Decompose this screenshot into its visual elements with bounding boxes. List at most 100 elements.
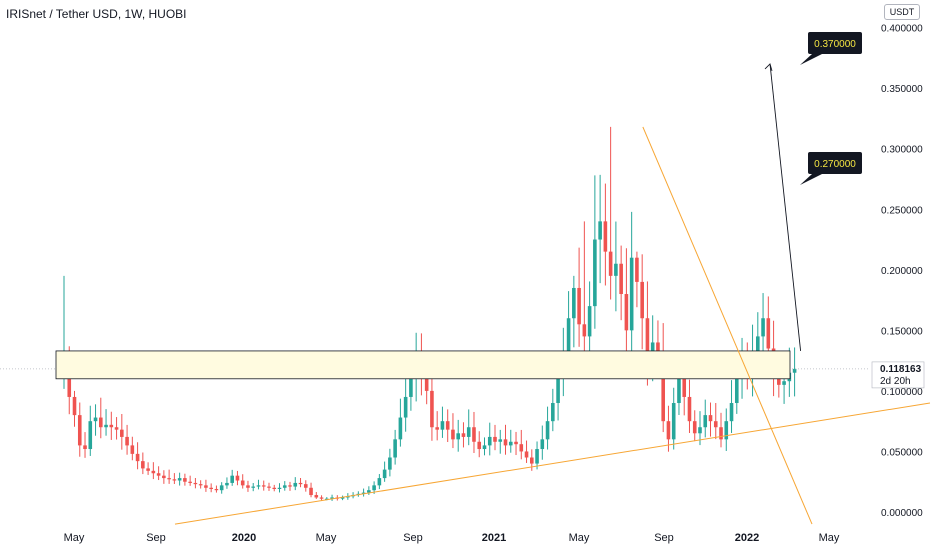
candle <box>493 424 497 451</box>
candle-body <box>151 470 156 474</box>
candle-body <box>624 294 629 331</box>
price-tick-label: 0.000000 <box>881 508 923 519</box>
countdown-value: 2d 20h <box>880 376 911 387</box>
candle <box>209 483 213 493</box>
candle <box>361 488 366 497</box>
candle <box>151 462 156 480</box>
time-tick-label: 2021 <box>482 532 506 544</box>
candle <box>125 424 129 455</box>
callout-box <box>808 32 862 54</box>
candle <box>551 388 555 432</box>
candle <box>314 491 319 499</box>
candle-body <box>325 498 329 500</box>
candle <box>503 424 508 455</box>
candle-body <box>282 485 287 488</box>
candle-body <box>756 336 760 355</box>
candle <box>608 126 613 300</box>
candle <box>261 480 266 491</box>
candle-body <box>156 473 161 476</box>
candle-body <box>251 486 256 488</box>
candle-body <box>445 421 450 430</box>
time-tick-label: 2022 <box>735 532 759 544</box>
candle-body <box>524 451 529 458</box>
candle-body <box>545 421 550 440</box>
candle-body <box>409 378 413 397</box>
current-price-value: 0.118163 <box>880 364 922 375</box>
candle <box>172 473 177 484</box>
candle <box>330 494 334 501</box>
candle <box>72 390 77 427</box>
candle-body <box>535 449 539 464</box>
candle-body <box>340 497 345 499</box>
candle-body <box>635 257 639 282</box>
candle-body <box>451 429 455 440</box>
candle <box>98 397 103 439</box>
candle-body <box>98 417 103 428</box>
candle-body <box>477 441 482 450</box>
candle-body <box>319 497 324 499</box>
candle-body <box>713 421 718 428</box>
price-tick-label: 0.250000 <box>881 205 923 216</box>
price-tick-label: 0.150000 <box>881 326 923 337</box>
candle <box>141 452 145 475</box>
candle-body <box>472 427 476 442</box>
candle-body <box>193 482 198 485</box>
time-tick-label: May <box>316 532 337 544</box>
candle <box>729 380 734 433</box>
time-tick-label: 2020 <box>232 532 256 544</box>
callout-label: 0.370000 <box>814 39 856 50</box>
currency-unit-badge[interactable]: USDT <box>884 4 920 20</box>
candle <box>629 211 634 356</box>
candle-body <box>482 445 487 450</box>
candle <box>130 436 135 461</box>
candle-body <box>225 482 229 486</box>
candle <box>214 485 219 493</box>
candle-body <box>398 417 403 440</box>
candle <box>529 449 534 471</box>
candle-body <box>677 378 681 404</box>
candle-body <box>682 378 687 397</box>
candle-body <box>708 415 713 422</box>
candle <box>120 414 124 450</box>
candle <box>713 403 718 440</box>
candle <box>640 254 644 350</box>
time-tick-label: May <box>569 532 590 544</box>
candle-body <box>88 421 93 450</box>
candlestick-series <box>62 126 797 501</box>
candle-body <box>566 318 571 355</box>
candle <box>109 411 114 440</box>
candle-body <box>514 441 518 445</box>
candle-body <box>608 251 613 276</box>
candle-body <box>629 257 634 331</box>
candle <box>403 377 408 432</box>
candle <box>135 442 140 470</box>
time-tick-label: Sep <box>654 532 674 544</box>
candle <box>77 402 82 457</box>
callout-pointer <box>800 54 822 65</box>
candle <box>440 406 445 438</box>
candle-body <box>246 485 250 488</box>
candle-body <box>529 457 534 464</box>
candle <box>514 431 518 456</box>
candle-body <box>377 478 382 486</box>
support-resistance-zone <box>55 350 791 380</box>
candle-body <box>77 415 82 446</box>
candle-body <box>766 318 771 349</box>
candle-body <box>256 485 261 487</box>
candle <box>582 221 587 367</box>
candle-body <box>109 424 114 428</box>
candle-body <box>692 421 697 434</box>
candle <box>219 482 224 494</box>
candle-body <box>93 417 98 422</box>
price-tick-label: 0.300000 <box>881 145 923 156</box>
candle-body <box>162 475 166 479</box>
candle-body <box>104 424 108 428</box>
candle <box>451 413 455 449</box>
candle <box>761 293 765 356</box>
candle-body <box>440 421 445 430</box>
candle <box>477 431 482 458</box>
candle-body <box>734 378 739 404</box>
candle <box>635 251 639 308</box>
time-tick-label: Sep <box>403 532 423 544</box>
